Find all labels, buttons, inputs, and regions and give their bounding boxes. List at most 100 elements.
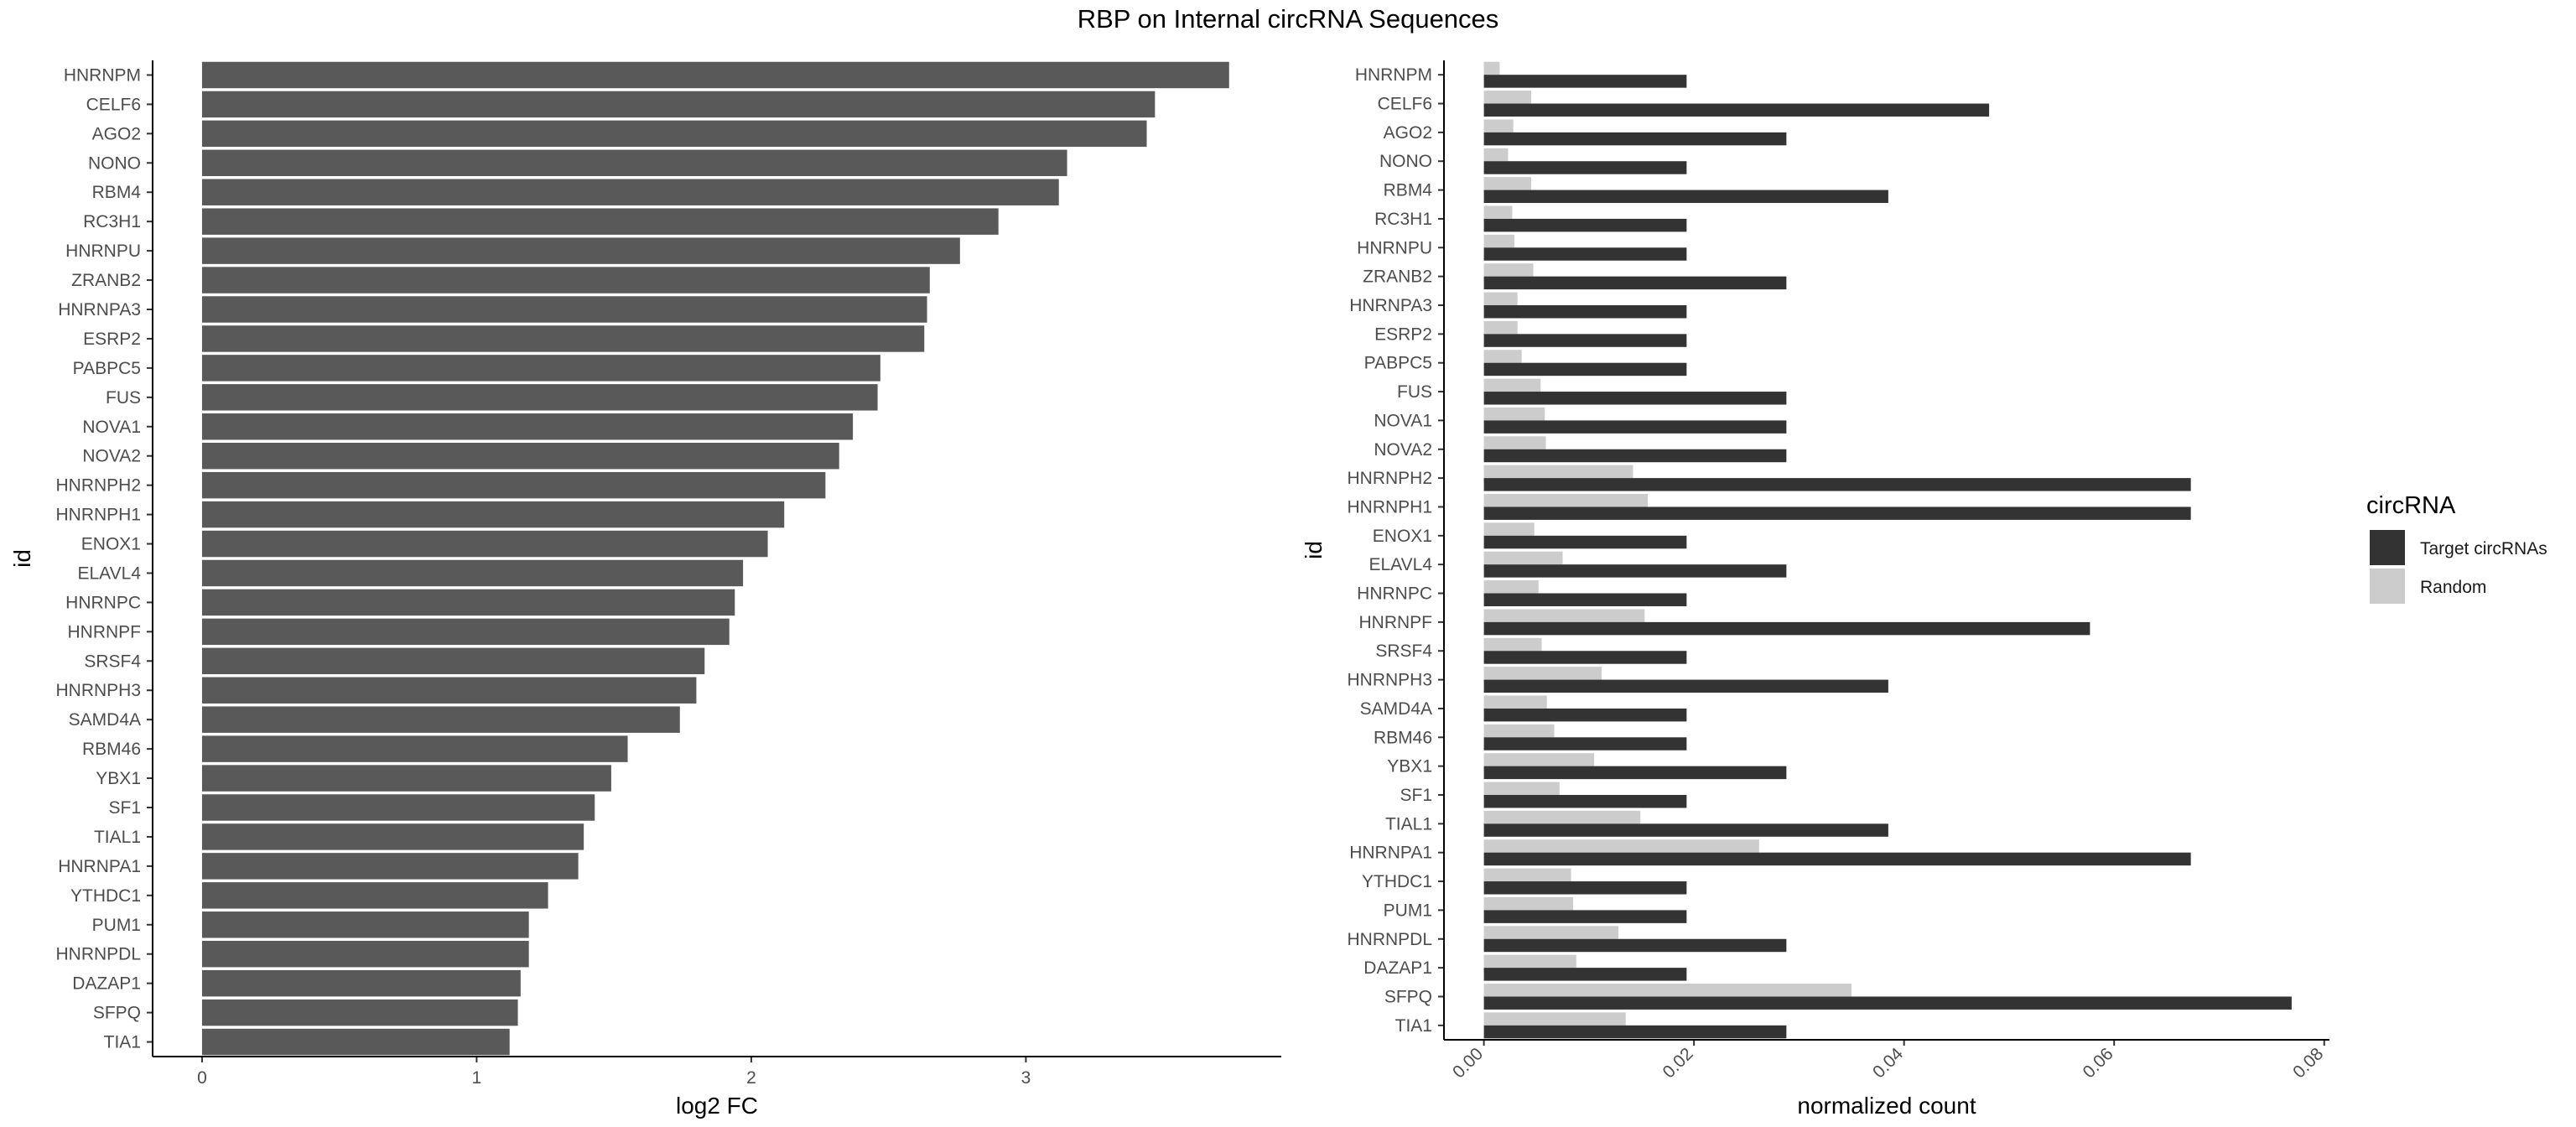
- normalized-count-y-label-ythdc1: YTHDC1: [1362, 872, 1432, 891]
- target-bar-zranb2: [1483, 276, 1787, 290]
- normalized-count-y-label-celf6: CELF6: [1378, 95, 1432, 114]
- normalized-count-x-tick-label: 0.08: [2289, 1044, 2327, 1082]
- log2fc-bar-fus: [201, 384, 878, 411]
- random-bar-hnrnpc: [1483, 580, 1539, 594]
- log2fc-x-tick-label: 3: [1021, 1068, 1031, 1088]
- random-bar-samd4a: [1483, 695, 1547, 709]
- normalized-count-y-tick-labels: HNRNPM CELF6 AGO2 NONO RBM4 RC3H1 HNRNPU ZRANB2…: [1347, 65, 1432, 1036]
- random-bar-sfpq: [1483, 984, 1852, 997]
- normalized-count-y-label-rbm4: RBM4: [1384, 181, 1433, 200]
- random-bar-hnrnph1: [1483, 494, 1649, 507]
- log2fc-bar-ago2: [201, 120, 1147, 148]
- random-bar-nono: [1483, 148, 1509, 162]
- log2fc-y-label-elavl4: ELAVL4: [78, 564, 142, 583]
- normalized-count-y-label-hnrnpa3: HNRNPA3: [1349, 296, 1432, 315]
- target-bar-nova2: [1483, 449, 1787, 463]
- target-bar-ago2: [1483, 132, 1787, 146]
- log2fc-bar-hnrnpf: [201, 618, 730, 646]
- target-bar-srsf4: [1483, 651, 1687, 664]
- normalized-count-y-label-hnrnpa1: HNRNPA1: [1349, 844, 1432, 863]
- target-bar-hnrnph2: [1483, 478, 2191, 491]
- log2fc-y-label-sf1: SF1: [108, 798, 141, 818]
- target-bar-hnrnph3: [1483, 679, 1888, 693]
- target-bar-fus: [1483, 392, 1787, 405]
- random-bar-tial1: [1483, 810, 1641, 824]
- log2fc-bar-hnrnph1: [201, 501, 785, 528]
- normalized-count-y-axis-title: id: [1301, 541, 1327, 559]
- target-bar-dazap1: [1483, 968, 1687, 981]
- random-bar-tia1: [1483, 1012, 1626, 1026]
- log2fc-bar-tial1: [201, 823, 584, 850]
- target-bar-ythdc1: [1483, 881, 1687, 895]
- log2fc-y-label-celf6: CELF6: [86, 95, 141, 114]
- log2fc-y-label-samd4a: SAMD4A: [69, 710, 141, 730]
- log2fc-bar-ybx1: [201, 765, 611, 792]
- log2fc-x-tick-label: 0: [197, 1068, 207, 1088]
- legend-key-target-circrnas: [2370, 530, 2405, 565]
- log2fc-bar-enox1: [201, 530, 768, 558]
- log2fc-bar-samd4a: [201, 706, 680, 733]
- target-bar-hnrnpa3: [1483, 305, 1687, 319]
- normalized-count-y-label-tial1: TIAL1: [1385, 814, 1432, 834]
- normalized-count-y-label-enox1: ENOX1: [1373, 527, 1432, 546]
- normalized-count-y-label-hnrnph2: HNRNPH2: [1347, 469, 1432, 488]
- log2fc-bar-hnrnpc: [201, 589, 735, 616]
- normalized-count-y-label-elavl4: ELAVL4: [1369, 555, 1433, 574]
- random-bar-pum1: [1483, 896, 1574, 911]
- log2fc-bar-rc3h1: [201, 208, 999, 235]
- random-bar-hnrnph3: [1483, 667, 1602, 680]
- normalized-count-y-label-rc3h1: RC3H1: [1374, 210, 1432, 229]
- target-bar-hnrnpa1: [1483, 852, 2191, 866]
- chart-title: RBP on Internal circRNA Sequences: [1078, 4, 1499, 34]
- random-bar-fus: [1483, 378, 1541, 392]
- log2fc-y-axis-title: id: [9, 549, 35, 568]
- target-bar-pum1: [1483, 910, 1687, 923]
- log2fc-bar-rbm4: [201, 179, 1059, 205]
- log2fc-y-label-srsf4: SRSF4: [84, 652, 141, 671]
- log2fc-bar-hnrnpa3: [201, 296, 927, 323]
- normalized-count-y-label-nova2: NOVA2: [1374, 440, 1432, 460]
- target-bar-ybx1: [1483, 766, 1787, 780]
- log2fc-y-label-rc3h1: RC3H1: [83, 212, 141, 231]
- log2fc-y-label-hnrnpu: HNRNPU: [65, 242, 141, 261]
- normalized-count-y-label-ybx1: YBX1: [1387, 757, 1432, 776]
- log2fc-bar-hnrnpdl: [201, 940, 529, 968]
- legend-title: circRNA: [2366, 492, 2456, 519]
- random-bar-nova1: [1483, 407, 1545, 421]
- normalized-count-x-axis-title: normalized count: [1797, 1093, 1976, 1119]
- log2fc-y-label-rbm46: RBM46: [82, 740, 141, 759]
- random-bar-rbm46: [1483, 724, 1555, 738]
- target-bar-elavl4: [1483, 564, 1787, 578]
- legend-label-random: Random: [2420, 578, 2486, 597]
- normalized-count-y-label-zranb2: ZRANB2: [1363, 267, 1432, 287]
- normalized-count-y-label-dazap1: DAZAP1: [1363, 958, 1432, 978]
- random-bar-ago2: [1483, 119, 1514, 132]
- target-bar-hnrnpu: [1483, 247, 1687, 261]
- random-bar-dazap1: [1483, 954, 1576, 969]
- log2fc-y-label-hnrnpa3: HNRNPA3: [58, 300, 141, 319]
- random-bar-elavl4: [1483, 551, 1563, 565]
- target-bar-enox1: [1483, 535, 1687, 549]
- target-bar-hnrnpm: [1483, 75, 1687, 88]
- log2fc-y-label-hnrnph2: HNRNPH2: [55, 476, 141, 496]
- random-bar-celf6: [1483, 91, 1531, 104]
- log2fc-bar-nono: [201, 149, 1067, 177]
- log2fc-x-tick-label: 2: [746, 1068, 756, 1088]
- log2fc-y-label-tia1: TIA1: [104, 1033, 141, 1052]
- log2fc-bar-hnrnpa1: [201, 853, 579, 880]
- normalized-count-y-label-hnrnpc: HNRNPC: [1357, 584, 1432, 604]
- random-bar-zranb2: [1483, 263, 1534, 277]
- log2fc-bar-sfpq: [201, 999, 518, 1026]
- log2fc-y-label-tial1: TIAL1: [94, 828, 141, 847]
- log2fc-x-axis-title: log2 FC: [676, 1093, 758, 1119]
- normalized-count-y-label-nova1: NOVA1: [1374, 411, 1432, 430]
- log2fc-bar-pabpc5: [201, 355, 880, 382]
- log2fc-y-label-zranb2: ZRANB2: [71, 271, 141, 290]
- target-bar-celf6: [1483, 103, 1990, 117]
- normalized-count-y-label-srsf4: SRSF4: [1375, 641, 1432, 661]
- target-bar-hnrnpc: [1483, 593, 1687, 606]
- normalized-count-y-label-pabpc5: PABPC5: [1364, 354, 1432, 373]
- log2fc-bar-hnrnph3: [201, 677, 697, 704]
- log2fc-y-label-nova2: NOVA2: [82, 447, 141, 466]
- normalized-count-y-label-esrp2: ESRP2: [1374, 325, 1432, 344]
